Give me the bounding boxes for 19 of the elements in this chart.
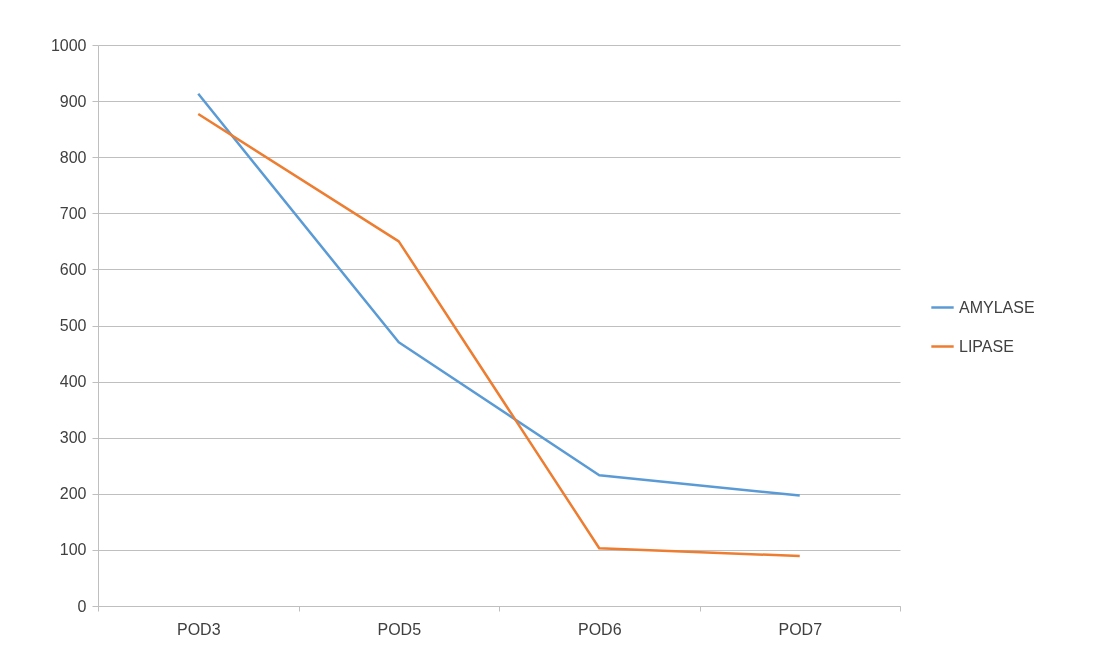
line-series <box>197 92 801 497</box>
y-tick-label: 200 <box>59 485 87 503</box>
legend-label: AMYLASE <box>959 298 1035 316</box>
y-tick-label: 400 <box>59 373 87 391</box>
x-tick-label: POD6 <box>577 620 622 638</box>
y-tick-label: 100 <box>59 541 87 559</box>
y-tick-label: 600 <box>59 260 87 278</box>
y-tick-label: 0 <box>77 597 87 615</box>
y-tick-label: 800 <box>59 148 87 166</box>
line-series <box>197 112 801 558</box>
y-tick-label: 700 <box>59 204 87 222</box>
x-tick-label: POD3 <box>176 620 221 638</box>
y-tick-label: 900 <box>59 92 87 110</box>
y-tick-label: 1000 <box>50 36 87 54</box>
x-tick-label: POD7 <box>778 620 823 638</box>
x-tick-label: POD5 <box>377 620 422 638</box>
y-tick-label: 500 <box>59 317 87 334</box>
legend-label: LIPASE <box>959 337 1014 355</box>
y-tick-label: 300 <box>59 429 87 447</box>
